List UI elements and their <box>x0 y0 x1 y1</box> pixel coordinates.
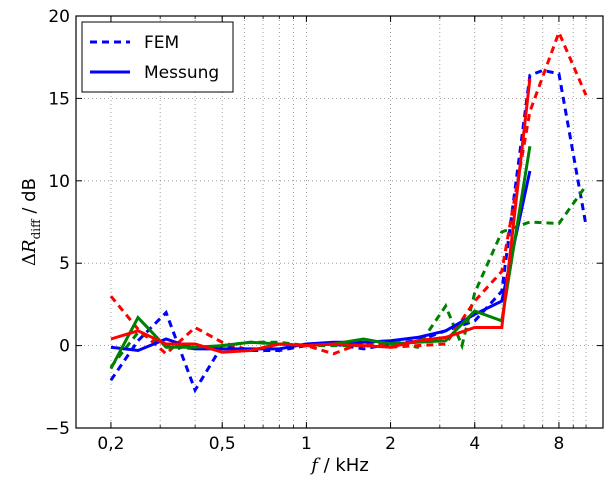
x-tick-label: 4 <box>469 434 480 454</box>
x-tick-label: 1 <box>301 434 312 454</box>
y-axis-label: ΔRdiff / dB <box>19 178 43 266</box>
x-axis-label: f / kHz <box>309 455 369 476</box>
series-line-1 <box>109 184 588 368</box>
tick-marks <box>76 15 603 429</box>
y-tick-label: 0 <box>59 337 70 357</box>
y-tick-label: 5 <box>59 254 70 274</box>
legend: FEM Messung <box>81 21 234 93</box>
y-tick-label: 20 <box>48 7 70 27</box>
series-line-5 <box>110 78 532 354</box>
legend-label-messung: Messung <box>144 63 219 83</box>
y-tick-label: −5 <box>45 419 70 439</box>
x-tick-label: 0,2 <box>97 434 124 454</box>
legend-label-fem: FEM <box>144 33 179 53</box>
y-tick-label: 10 <box>48 172 70 192</box>
series-line-2 <box>109 28 588 356</box>
y-tick-label: 15 <box>48 89 70 109</box>
legend-box <box>81 21 234 93</box>
series-line-0 <box>109 68 588 394</box>
x-tick-label: 2 <box>385 434 396 454</box>
series-group <box>109 28 588 394</box>
plot-frame <box>75 15 604 429</box>
x-tick-label: 8 <box>554 434 565 454</box>
tick-labels: −5 0 5 10 15 20 0,2 0,5 1 2 4 8 <box>45 7 564 454</box>
x-tick-label: 0,5 <box>209 434 236 454</box>
